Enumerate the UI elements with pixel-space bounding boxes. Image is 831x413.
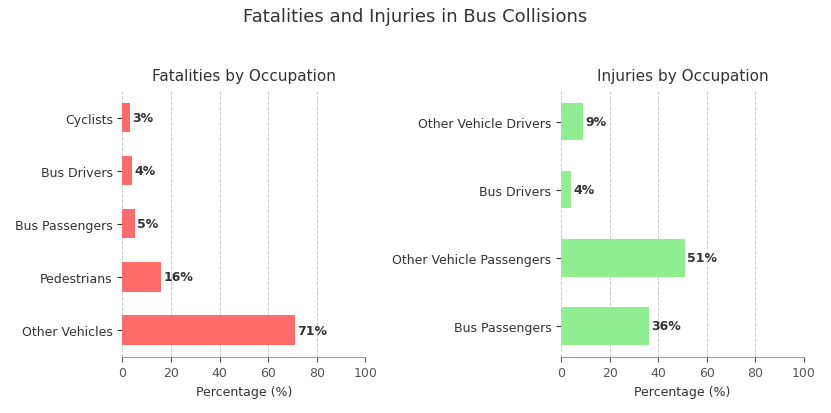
X-axis label: Percentage (%): Percentage (%): [634, 385, 730, 398]
Text: 4%: 4%: [135, 165, 156, 178]
Bar: [561, 307, 649, 345]
Title: Fatalities by Occupation: Fatalities by Occupation: [152, 69, 336, 83]
Text: 51%: 51%: [687, 252, 717, 265]
Text: 16%: 16%: [164, 271, 194, 284]
Text: 71%: 71%: [297, 324, 327, 337]
Bar: [122, 316, 295, 345]
Bar: [561, 171, 571, 209]
Text: 3%: 3%: [132, 112, 153, 125]
Text: 4%: 4%: [573, 184, 594, 197]
Bar: [122, 104, 130, 133]
Bar: [122, 210, 135, 239]
Text: 36%: 36%: [651, 320, 681, 332]
Bar: [561, 240, 685, 277]
Bar: [122, 263, 161, 292]
Bar: [561, 104, 583, 141]
Text: 9%: 9%: [586, 116, 607, 129]
Text: Fatalities and Injuries in Bus Collisions: Fatalities and Injuries in Bus Collision…: [243, 8, 588, 26]
Bar: [122, 157, 132, 186]
Title: Injuries by Occupation: Injuries by Occupation: [597, 69, 769, 83]
Text: 5%: 5%: [137, 218, 158, 231]
X-axis label: Percentage (%): Percentage (%): [196, 385, 293, 398]
